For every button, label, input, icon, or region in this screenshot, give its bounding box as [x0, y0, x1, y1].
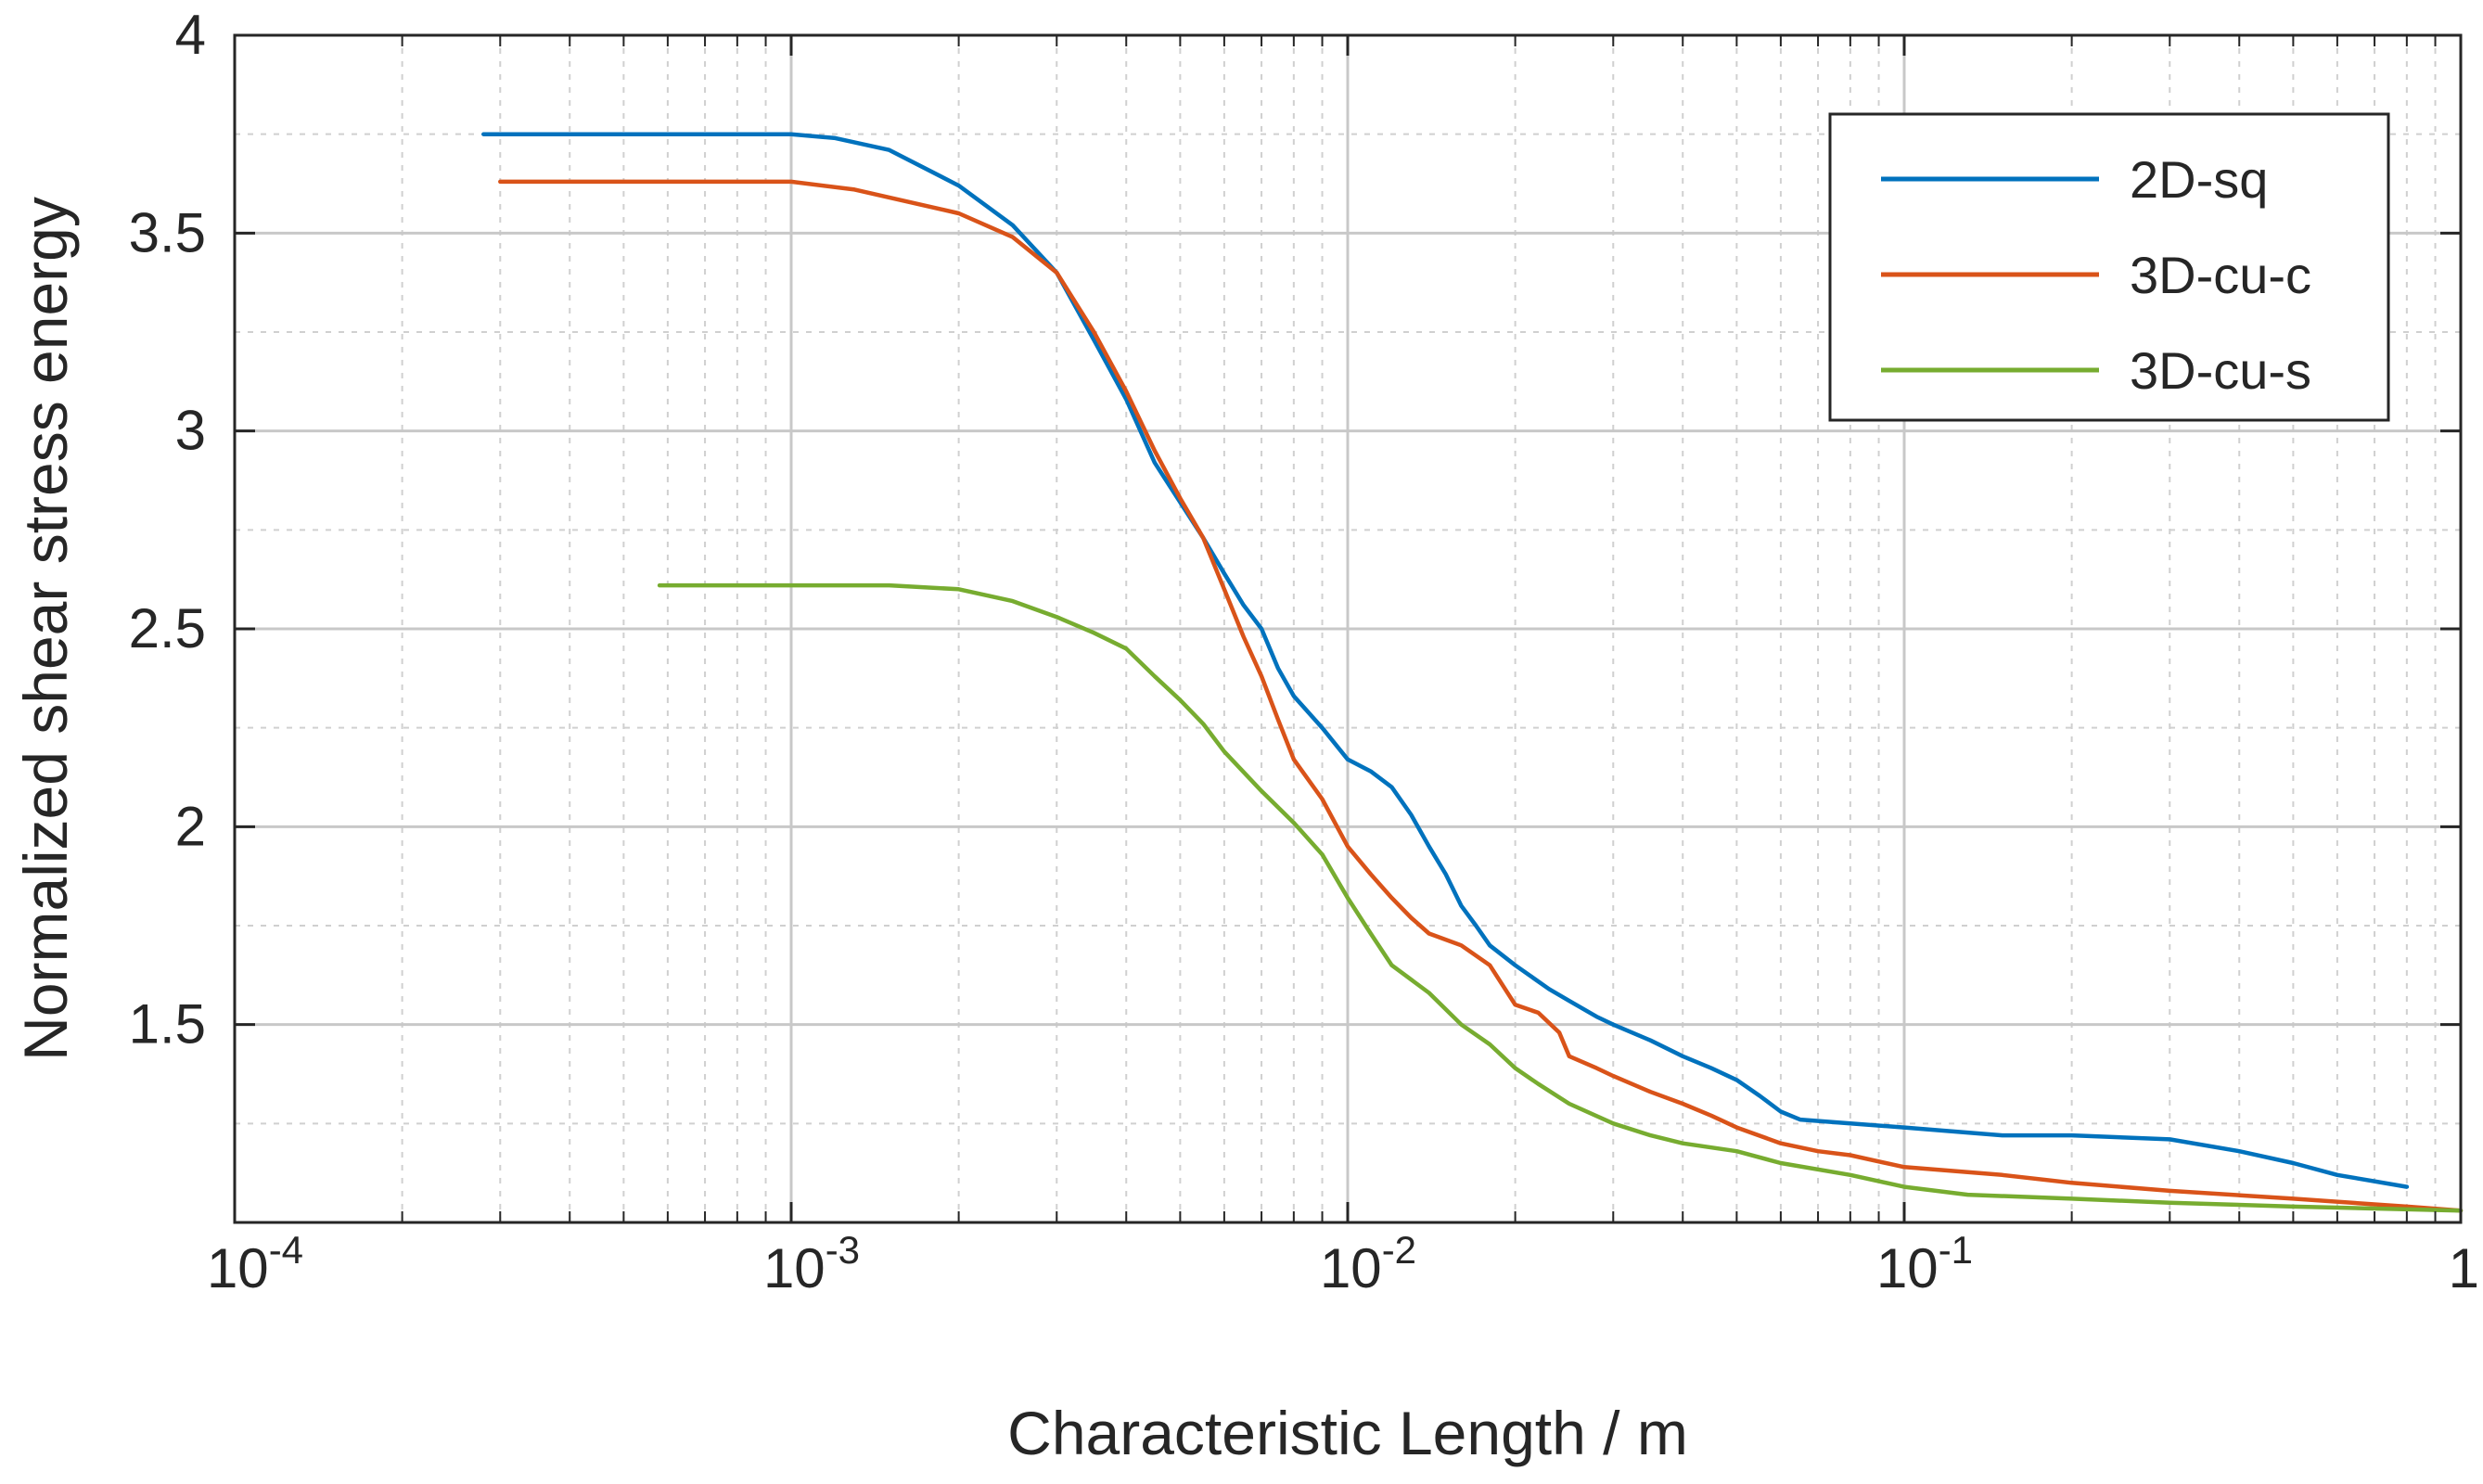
x-tick-base: 10: [1876, 1237, 1939, 1299]
x-tick-exponent: -3: [826, 1228, 860, 1272]
x-tick-base: 10: [1320, 1237, 1382, 1299]
legend: 2D-sq 3D-cu-c 3D-cu-s: [1828, 112, 2390, 422]
series-line-3d-cu-c: [498, 179, 2464, 1213]
x-tick-label: 10-4: [207, 1228, 303, 1299]
series-line-2d-sq: [481, 132, 2410, 1189]
x-tick-label: 10-3: [763, 1228, 860, 1299]
x-tick-label: 1: [2449, 1237, 2479, 1299]
y-tick-label: 2: [175, 795, 206, 857]
y-axis-label: Normalized shear stress energy: [11, 197, 80, 1061]
y-tick-label: 3: [175, 400, 206, 462]
legend-label: 3D-cu-c: [2130, 246, 2311, 304]
x-tick-exponent: -1: [1939, 1228, 1973, 1272]
series-layer: [481, 132, 2464, 1213]
y-tick-label: 2.5: [129, 597, 206, 659]
x-tick-base: 10: [763, 1237, 826, 1299]
x-tick-labels: 10-4 10-3 10-2 10-1 1: [207, 1228, 2479, 1299]
legend-label: 3D-cu-s: [2130, 341, 2311, 400]
x-tick-exponent: -4: [269, 1228, 303, 1272]
y-tick-labels: 1.5 2 2.5 3 3.5 4: [129, 4, 206, 1055]
axis-ticks: [233, 33, 2463, 1222]
x-tick-base: 1: [2449, 1237, 2479, 1299]
x-tick-label: 10-1: [1876, 1228, 1973, 1299]
series-line-3d-cu-s: [657, 582, 2464, 1213]
legend-label: 2D-sq: [2130, 150, 2268, 209]
x-tick-base: 10: [207, 1237, 269, 1299]
x-axis-label: Characteristic Length / m: [1007, 1399, 1688, 1467]
y-tick-label: 4: [175, 4, 206, 66]
y-tick-label: 1.5: [129, 993, 206, 1055]
x-tick-exponent: -2: [1382, 1228, 1416, 1272]
y-tick-label: 3.5: [129, 201, 206, 263]
x-tick-label: 10-2: [1320, 1228, 1416, 1299]
